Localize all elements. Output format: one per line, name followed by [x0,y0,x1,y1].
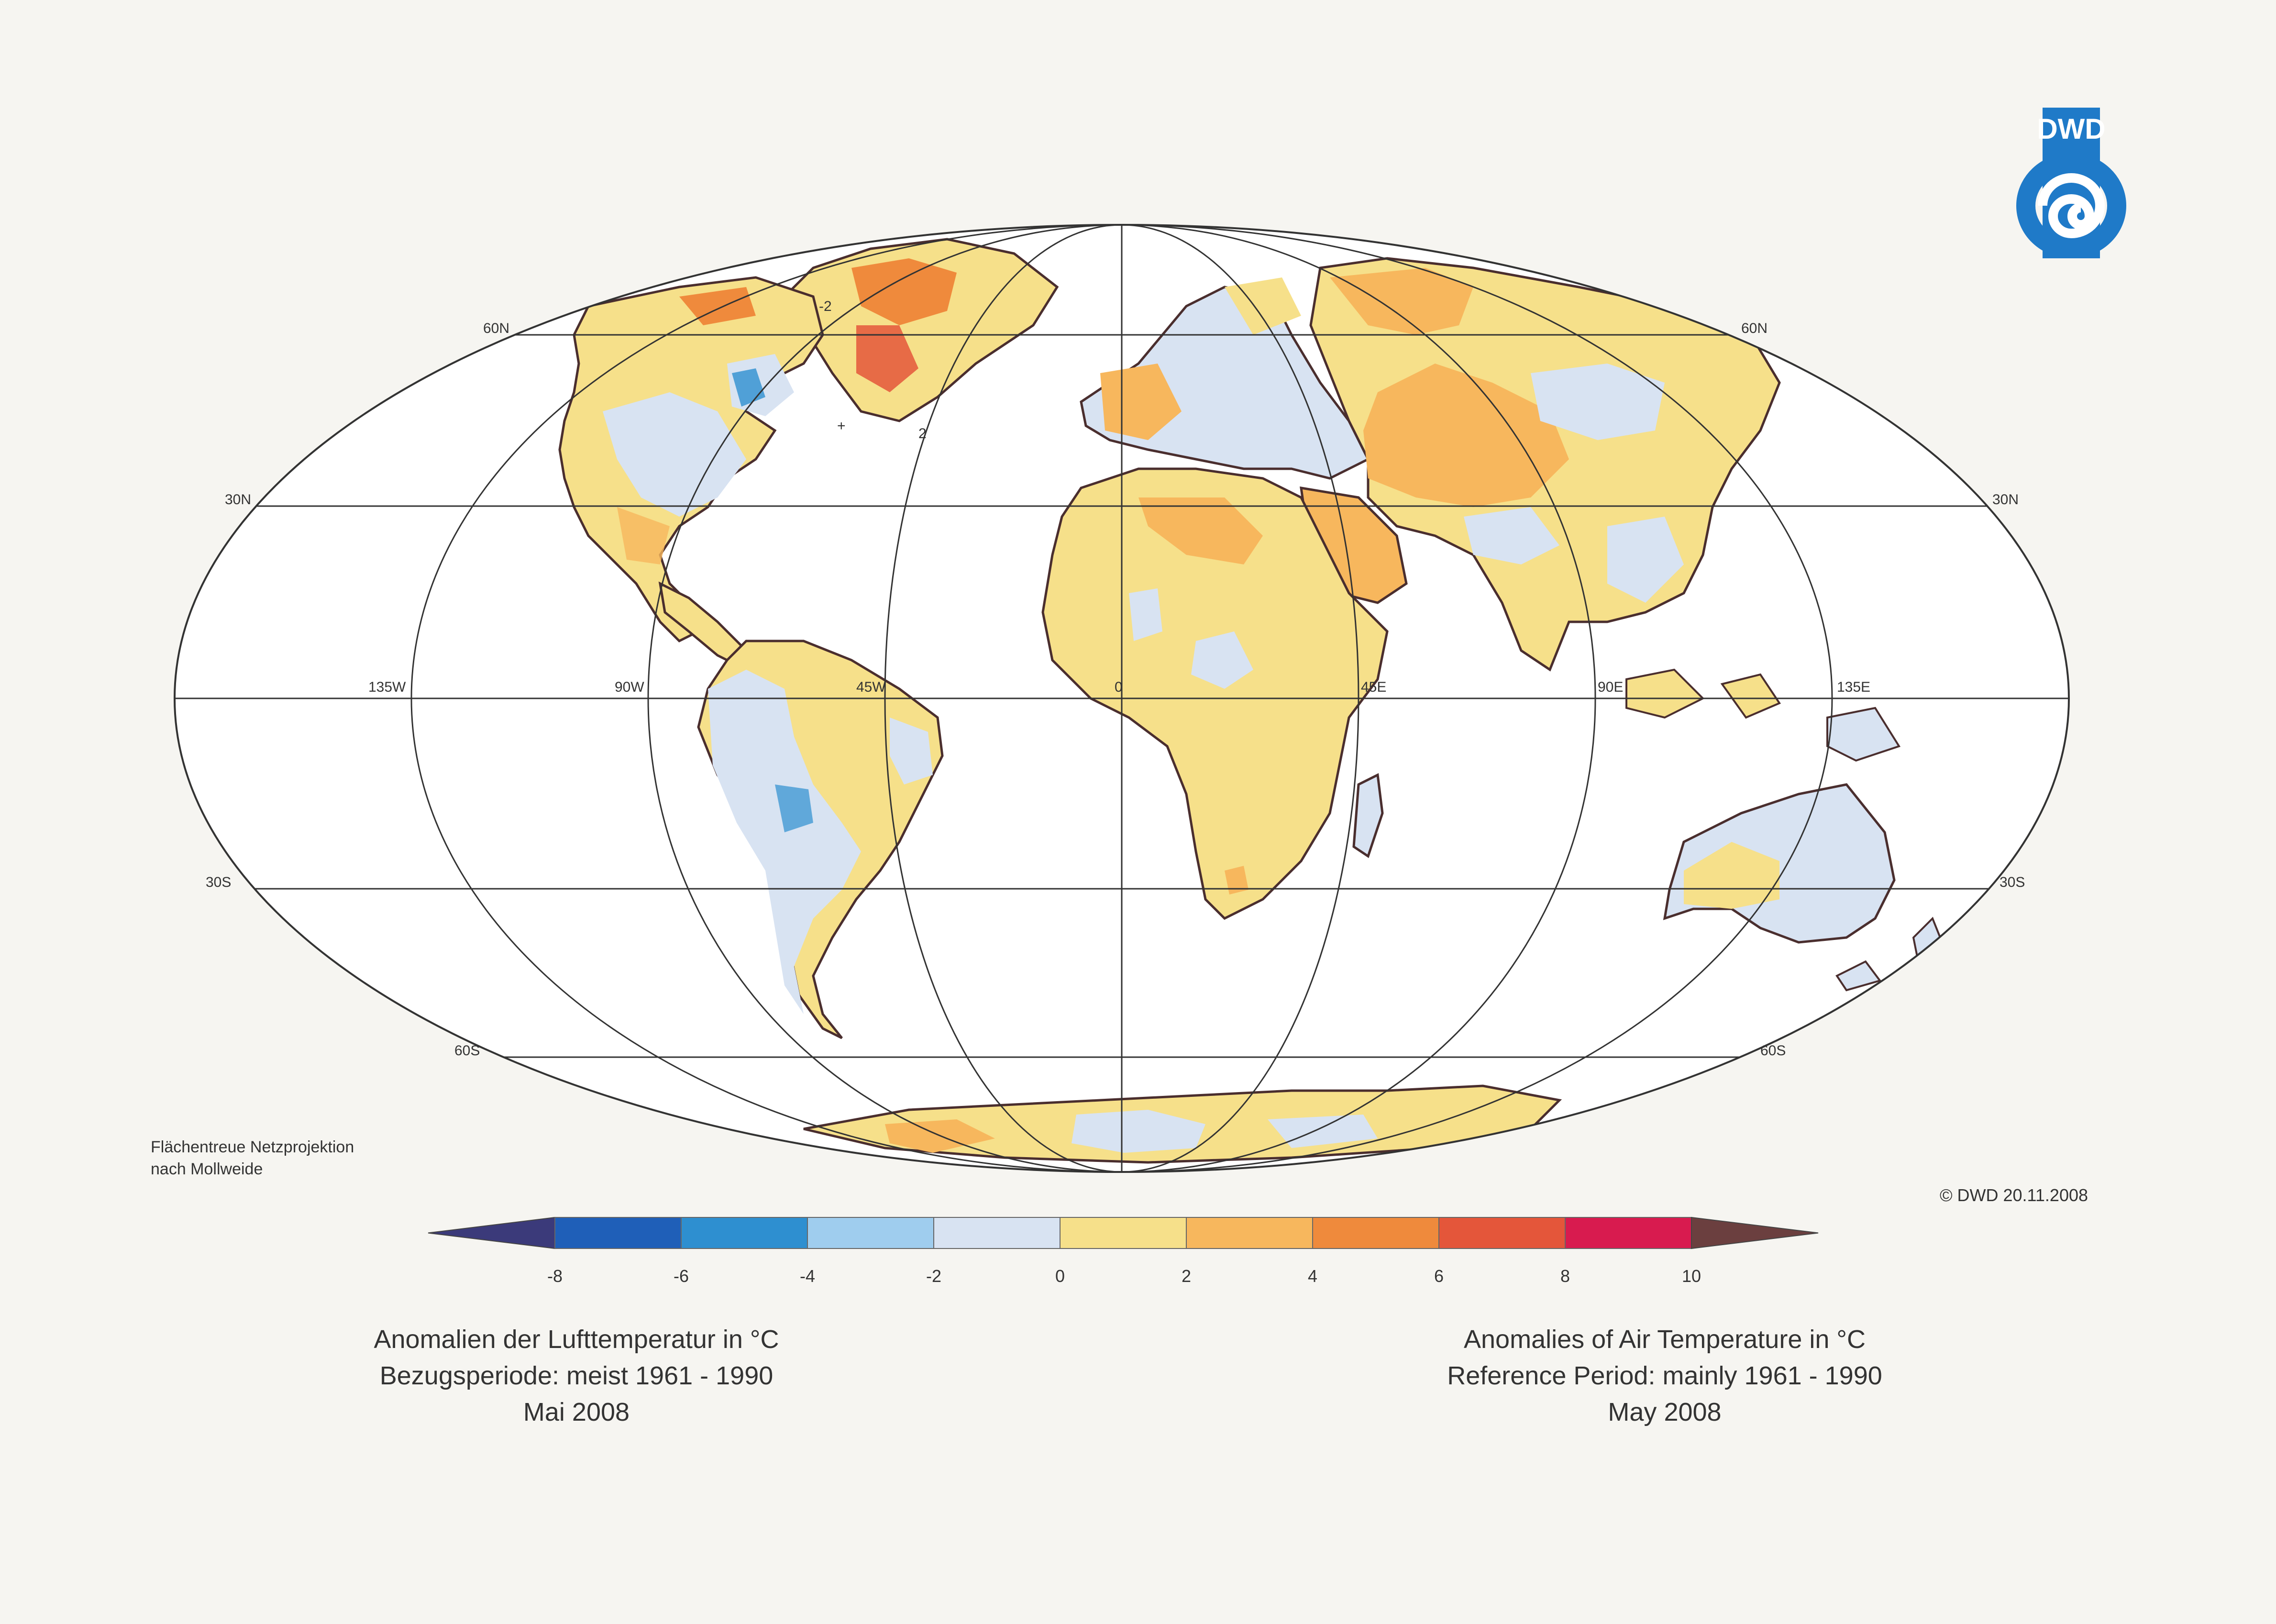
lat-label-right: 60S [1760,1043,1786,1059]
colorbar-high-cap [1691,1216,1819,1249]
colorbar-bin [807,1217,934,1249]
colorbar-bin [1186,1217,1313,1249]
graticule-labels: 60N 30N 30S 60S 60N 30N 30S 60S 135W 90W 45W 0 45E 90… [206,298,2025,1059]
caption-german: Anomalien der Lufttemperatur in °C Bezug… [313,1321,840,1430]
lon-label: 90W [615,679,644,695]
projection-note-line-1: Flächentreue Netzprojektion [151,1138,354,1156]
colorbar-tick-label: -6 [674,1266,689,1286]
lat-label-left: 30N [225,492,251,508]
colorbar-tick-label: 8 [1560,1266,1570,1286]
contour-label: 2 [918,426,927,442]
colorbar-bin [1565,1217,1692,1249]
colorbar-bin [933,1217,1061,1249]
colorbar: -8 -6 -4 -2 0 2 4 6 8 10 [428,1216,1819,1286]
caption-german-date: Mai 2008 [523,1398,630,1426]
colorbar-bin [554,1217,682,1249]
lat-label-right: 30S [2000,874,2025,890]
caption-german-period: Bezugsperiode: meist 1961 - 1990 [379,1361,773,1390]
contour-label: + [837,418,846,434]
lon-label: 135W [368,679,406,695]
colorbar-tick-label: 6 [1434,1266,1444,1286]
colorbar-tick-label: 0 [1055,1266,1065,1286]
colorbar-tick-label: 4 [1308,1266,1317,1286]
lon-label: 45W [856,679,886,695]
colorbar-tick-label: 2 [1182,1266,1191,1286]
graticule-meridians [410,225,1833,1172]
colorbar-bin [1438,1217,1566,1249]
caption-english-date: May 2008 [1608,1398,1722,1426]
lon-label: 0 [1115,679,1123,695]
lat-label-left: 30S [206,874,231,890]
lon-label: 45E [1361,679,1386,695]
globe-outline [174,224,2070,1173]
colorbar-tick-label: -2 [926,1266,941,1286]
lat-label-left: 60N [483,320,509,336]
colorbar-low-cap [428,1216,555,1249]
lat-label-right: 60N [1741,320,1768,336]
colorbar-tick-label: -4 [800,1266,815,1286]
lon-label: 135E [1837,679,1870,695]
caption-english-title: Anomalies of Air Temperature in °C [1464,1325,1866,1354]
lat-label-left: 60S [454,1043,480,1059]
dwd-logo-icon: DWD [2016,108,2126,258]
caption-german-title: Anomalien der Lufttemperatur in °C [374,1325,779,1354]
colorbar-bin [1060,1217,1187,1249]
contour-label: -2 [819,298,832,314]
caption-english: Anomalies of Air Temperature in °C Refer… [1402,1321,1928,1430]
lon-label: 90E [1598,679,1623,695]
mollweide-map [175,225,2069,1172]
africa-landmass [1041,467,1389,920]
caption-english-period: Reference Period: mainly 1961 - 1990 [1447,1361,1882,1390]
projection-note: Flächentreue Netzprojektion nach Mollwei… [151,1136,354,1180]
lat-label-right: 30N [1992,492,2019,508]
logo-text: DWD [2037,113,2105,145]
colorbar-bin [1312,1217,1439,1249]
copyright-text: © DWD 20.11.2008 [1940,1185,2088,1205]
madagascar-landmass [1352,773,1384,858]
colorbar-tick-label: -8 [547,1266,563,1286]
colorbar-bin [681,1217,808,1249]
colorbar-tick-label: 10 [1682,1266,1701,1286]
projection-note-line-2: nach Mollweide [151,1160,263,1178]
